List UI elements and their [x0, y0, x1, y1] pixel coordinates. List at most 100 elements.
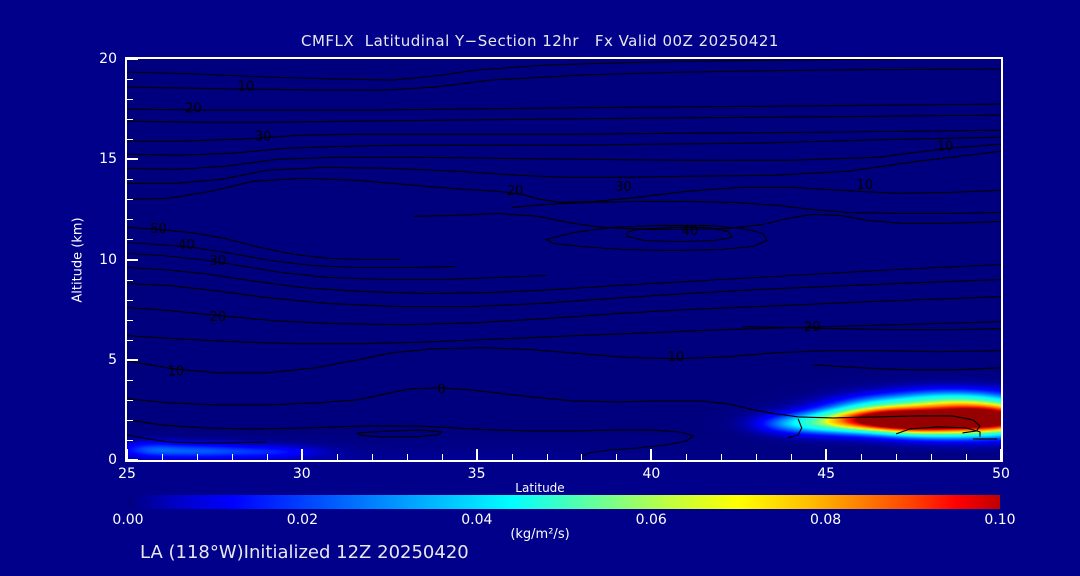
- colorbar-tick-label: 0.08: [810, 512, 842, 528]
- x-tick-minor: [966, 454, 968, 460]
- contour-line: [127, 434, 267, 444]
- contour-line: [626, 226, 733, 243]
- contour-line: [127, 347, 1001, 374]
- contour-line: [127, 150, 1001, 184]
- contour-label: 10: [168, 364, 185, 379]
- x-tick-minor: [686, 454, 688, 460]
- y-tick-minor: [127, 99, 133, 101]
- x-tick-minor: [371, 454, 373, 460]
- contour-line: [127, 252, 547, 281]
- colorbar-tick-label: 0.10: [984, 512, 1016, 528]
- x-tick-major: [126, 449, 128, 460]
- contour-line: [413, 212, 1001, 230]
- colorbar-tick-label: 0.02: [286, 512, 318, 528]
- x-tick-minor: [616, 454, 618, 460]
- contour-line: [127, 387, 981, 434]
- y-tick-minor: [127, 119, 133, 121]
- x-tick-major: [650, 449, 653, 460]
- contour-label: 10: [668, 350, 685, 365]
- colorbar-tick-label: 0.04: [461, 512, 493, 528]
- x-tick-label: 30: [292, 466, 311, 482]
- contour-label: 40: [682, 224, 699, 239]
- x-tick-minor: [931, 454, 933, 460]
- x-tick-label: 25: [118, 466, 136, 482]
- y-tick-minor: [127, 139, 133, 141]
- x-axis-title: Latitude: [515, 481, 565, 495]
- contour-label: 0: [437, 382, 445, 397]
- contour-line: [127, 278, 1001, 308]
- contour-line: [127, 129, 1001, 142]
- x-tick-minor: [756, 454, 758, 460]
- contour-line: [787, 418, 803, 439]
- y-tick-minor: [127, 299, 133, 301]
- y-tick-minor: [127, 179, 133, 181]
- x-tick-minor: [266, 454, 268, 460]
- x-tick-major: [300, 449, 303, 460]
- x-tick-minor: [336, 454, 338, 460]
- y-tick-minor: [127, 199, 133, 201]
- colorbar-tick-label: 0.06: [635, 512, 667, 528]
- colorbar: [128, 495, 1000, 509]
- contour-label: 10: [238, 80, 255, 95]
- x-tick-minor: [161, 454, 163, 460]
- y-tick-label: 20: [99, 51, 117, 67]
- contour-line: [895, 426, 981, 437]
- contour-label: 50: [150, 222, 167, 237]
- x-tick-minor: [721, 454, 723, 460]
- y-tick-minor: [127, 279, 133, 281]
- x-tick-label: 35: [467, 466, 486, 482]
- contour-line: [127, 296, 1001, 326]
- colorbar-tick-label: 0.00: [112, 512, 144, 528]
- x-tick-label: 45: [817, 466, 836, 482]
- x-tick-major: [825, 449, 828, 460]
- y-tick-minor: [127, 319, 133, 321]
- y-tick-minor: [127, 339, 133, 341]
- x-tick-minor: [581, 454, 583, 460]
- contour-label: 20: [507, 184, 524, 199]
- y-tick-label: 5: [108, 351, 117, 368]
- y-tick-major: [127, 459, 138, 461]
- y-tick-minor: [127, 379, 133, 381]
- figure-footer: LA (118°W)Initialized 12Z 20250420: [140, 542, 469, 563]
- contour-label: 20: [804, 320, 821, 335]
- x-tick-minor: [231, 454, 233, 460]
- y-tick-major: [127, 158, 138, 161]
- contour-line: [127, 177, 1001, 203]
- contour-line: [127, 226, 400, 261]
- contour-label: 30: [255, 130, 272, 145]
- x-tick-label: 50: [992, 466, 1010, 482]
- contour-label: 10: [856, 178, 873, 193]
- x-tick-minor: [511, 454, 513, 460]
- y-tick-minor: [127, 239, 133, 241]
- y-tick-minor: [127, 79, 133, 81]
- contour-line: [127, 263, 1001, 295]
- y-axis-title: Altitude (km): [70, 217, 86, 303]
- y-tick-label: 10: [99, 251, 117, 268]
- x-tick-label: 40: [642, 466, 661, 482]
- x-tick-minor: [861, 454, 863, 460]
- contour-label: 30: [615, 180, 632, 195]
- x-tick-minor: [406, 454, 408, 460]
- y-tick-minor: [127, 439, 133, 441]
- contour-label: 40: [178, 238, 195, 253]
- contour-line: [357, 429, 443, 438]
- colorbar-unit-label: (kg/m²/s): [510, 527, 570, 542]
- y-tick-minor: [127, 399, 133, 401]
- chart-title: CMFLX Latitudinal Y−Section 12hr Fx Vali…: [301, 32, 779, 50]
- contour-line: [511, 200, 1001, 214]
- contour-line: [127, 68, 1001, 91]
- x-tick-minor: [546, 454, 548, 460]
- contour-line: [812, 364, 1001, 371]
- x-tick-minor: [791, 454, 793, 460]
- contour-label: 20: [210, 310, 227, 325]
- plot-area: 10 20 30 50 40 30 20 20 30 40 10 10 0 10 20 10: [125, 57, 1003, 462]
- x-tick-major: [475, 449, 478, 460]
- x-tick-major: [1000, 449, 1002, 460]
- contour-line: [127, 143, 1001, 170]
- contour-label: 20: [185, 102, 202, 117]
- contour-label: 10: [937, 140, 954, 155]
- y-tick-major: [127, 358, 138, 361]
- contour-line: [127, 321, 1001, 345]
- y-tick-label: 0: [108, 452, 117, 468]
